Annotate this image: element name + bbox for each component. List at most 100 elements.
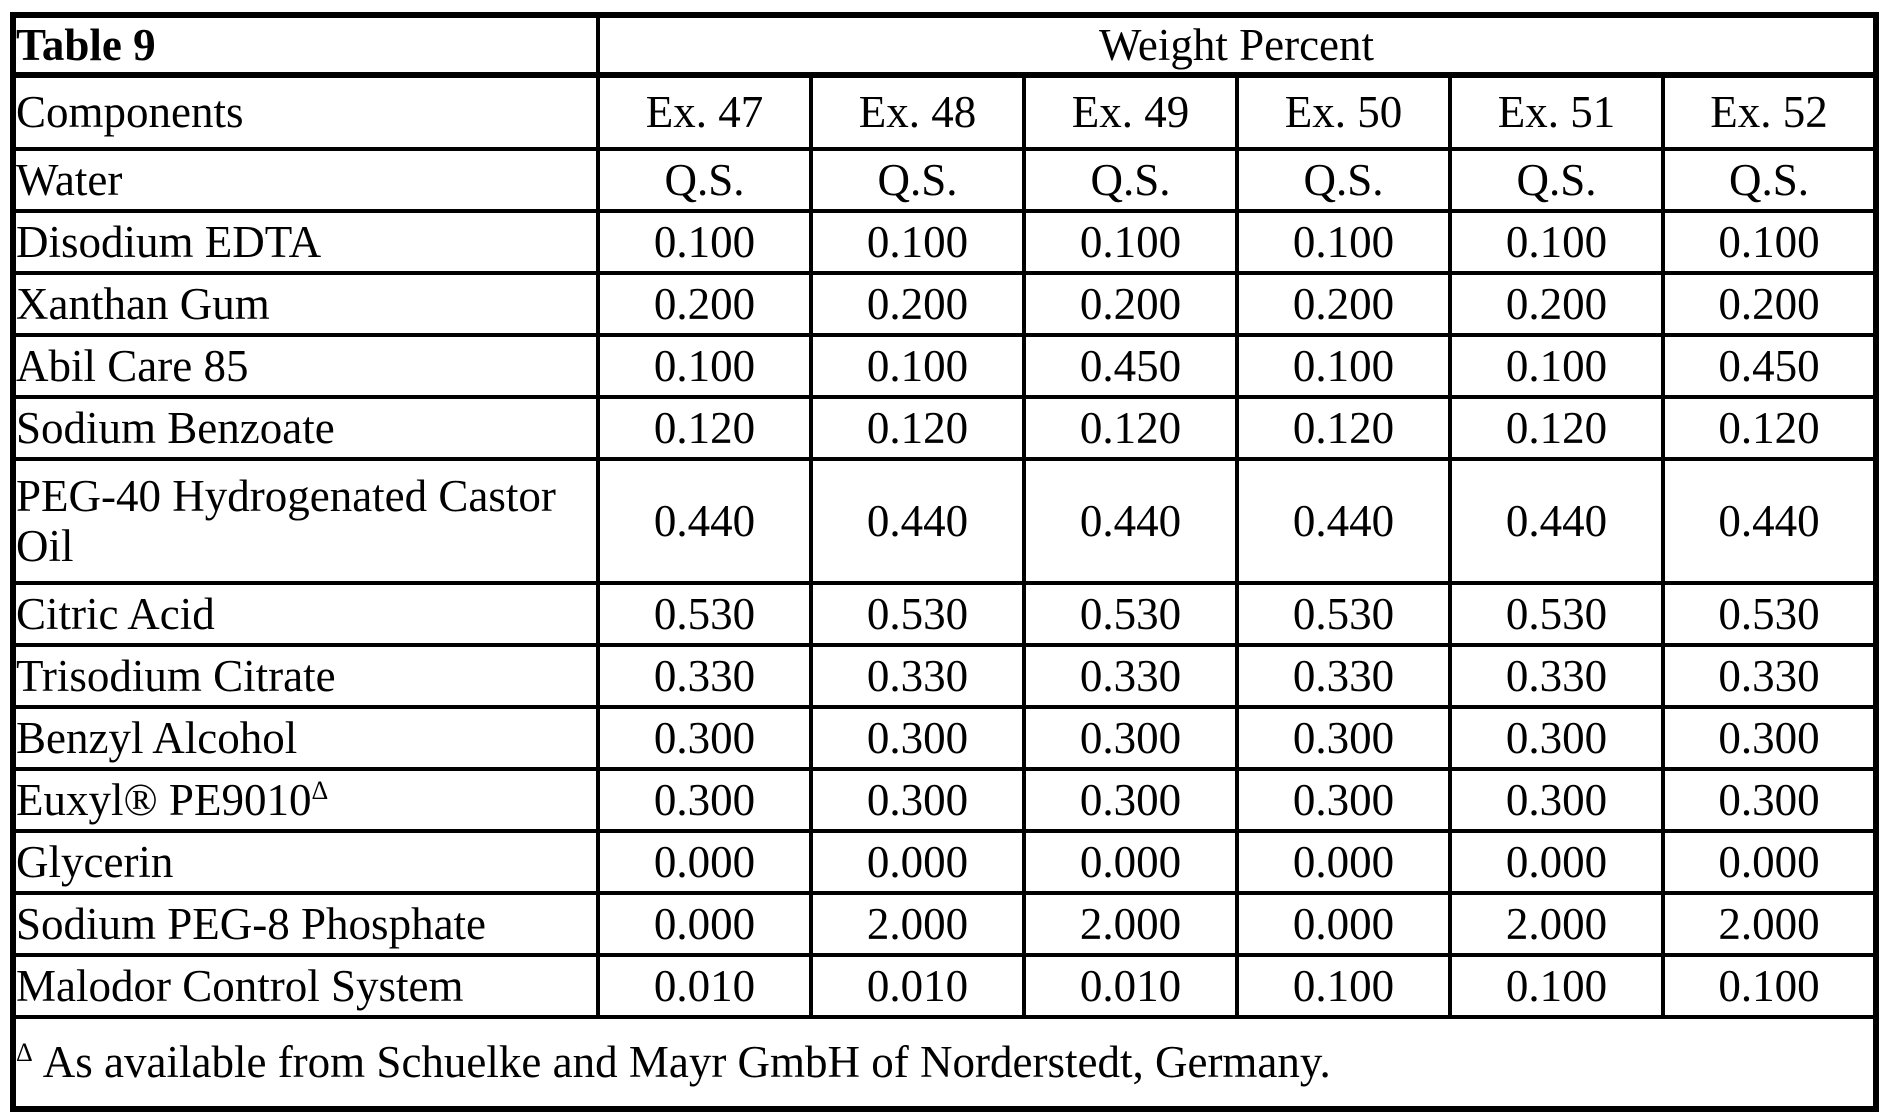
value-cell: 0.200 [1660,271,1879,337]
component-cell: Disodium EDTA [11,209,600,275]
value-cell: 0.300 [1235,705,1452,771]
table-row-sodium-benzoate: Sodium Benzoate 0.120 0.120 0.120 0.120 … [11,395,1879,461]
component-cell: Malodor Control System [11,953,600,1019]
value-cell: 0.100 [1448,953,1665,1019]
component-cell: Glycerin [11,829,600,895]
value-cell: 0.330 [1660,643,1879,709]
footnote-marker: Δ [16,1038,33,1068]
value-cell: Q.S. [1448,147,1665,213]
value-cell: 0.120 [596,395,813,461]
table-row-disodium-edta: Disodium EDTA 0.100 0.100 0.100 0.100 0.… [11,209,1879,275]
value-cell: 0.100 [596,333,813,399]
value-cell: 0.000 [1022,829,1239,895]
weight-percent-header: Weight Percent [595,13,1879,78]
table-row-euxyl-pe9010: Euxyl® PE9010Δ 0.300 0.300 0.300 0.300 0… [11,767,1879,833]
value-cell: 0.100 [1235,333,1452,399]
component-cell: Abil Care 85 [11,333,600,399]
value-cell: 0.440 [596,457,813,585]
value-cell: 0.100 [1235,209,1452,275]
value-cell: 0.100 [1448,333,1665,399]
component-cell: Trisodium Citrate [11,643,600,709]
value-cell: 0.100 [809,333,1026,399]
value-cell: 0.120 [809,395,1026,461]
value-cell: 0.200 [596,271,813,337]
value-cell: 0.120 [1448,395,1665,461]
footnote-reference-marker: Δ [311,775,329,805]
component-label: Euxyl® PE9010 [16,774,312,825]
components-header: Components [11,73,600,151]
value-cell: 0.530 [596,581,813,647]
value-cell: 0.100 [1235,953,1452,1019]
value-cell: 0.440 [1448,457,1665,585]
table-title: Table 9 [11,13,600,78]
table-row-malodor-control-system: Malodor Control System 0.010 0.010 0.010… [11,953,1879,1019]
value-cell: 0.440 [1235,457,1452,585]
value-cell: 0.300 [809,767,1026,833]
value-cell: 0.530 [1448,581,1665,647]
component-cell: Benzyl Alcohol [11,705,600,771]
value-cell: 2.000 [809,891,1026,957]
value-cell: 0.330 [1448,643,1665,709]
value-cell: 0.200 [1448,271,1665,337]
component-cell: Xanthan Gum [11,271,600,337]
table-row-peg40-castor-oil: PEG-40 Hydrogenated Castor Oil 0.440 0.4… [11,457,1879,585]
value-cell: 0.530 [1235,581,1452,647]
value-cell: 0.300 [596,705,813,771]
value-cell: 0.120 [1022,395,1239,461]
value-cell: 2.000 [1448,891,1665,957]
value-cell: 0.010 [809,953,1026,1019]
value-cell: 0.000 [1235,829,1452,895]
column-header-ex48: Ex. 48 [809,73,1026,151]
column-header-ex49: Ex. 49 [1022,73,1239,151]
value-cell: 0.330 [1022,643,1239,709]
component-cell: Sodium Benzoate [11,395,600,461]
column-header-row: Components Ex. 47 Ex. 48 Ex. 49 Ex. 50 E… [11,73,1879,151]
component-cell: Euxyl® PE9010Δ [11,767,600,833]
value-cell: Q.S. [1235,147,1452,213]
value-cell: 0.200 [1022,271,1239,337]
value-cell: 0.530 [809,581,1026,647]
value-cell: 0.300 [596,767,813,833]
value-cell: 0.330 [596,643,813,709]
value-cell: 0.300 [1235,767,1452,833]
value-cell: 0.300 [1448,767,1665,833]
value-cell: 0.200 [1235,271,1452,337]
value-cell: 0.100 [1448,209,1665,275]
table-row-sodium-peg8-phosphate: Sodium PEG-8 Phosphate 0.000 2.000 2.000… [11,891,1879,957]
table-row-citric-acid: Citric Acid 0.530 0.530 0.530 0.530 0.53… [11,581,1879,647]
value-cell: Q.S. [596,147,813,213]
value-cell: 0.300 [1448,705,1665,771]
component-cell: PEG-40 Hydrogenated Castor Oil [11,457,600,585]
value-cell: 0.100 [1660,209,1879,275]
footnote-row: Δ As available from Schuelke and Mayr Gmb… [10,1015,1879,1111]
table-row-trisodium-citrate: Trisodium Citrate 0.330 0.330 0.330 0.33… [11,643,1879,709]
value-cell: 0.000 [596,829,813,895]
value-cell: 0.100 [1022,209,1239,275]
value-cell: 0.010 [1022,953,1239,1019]
value-cell: 0.000 [1448,829,1665,895]
table-row-abil-care-85: Abil Care 85 0.100 0.100 0.450 0.100 0.1… [11,333,1879,399]
value-cell: 0.300 [1022,767,1239,833]
value-cell: 0.300 [1022,705,1239,771]
table-9: Table 9 Weight Percent Components Ex. 47… [10,12,1880,1112]
value-cell: 0.100 [596,209,813,275]
value-cell: 0.000 [1235,891,1452,957]
value-cell: 0.330 [809,643,1026,709]
value-cell: 0.000 [809,829,1026,895]
column-header-ex52: Ex. 52 [1660,73,1879,151]
value-cell: 0.200 [809,271,1026,337]
value-cell: Q.S. [809,147,1026,213]
value-cell: 0.450 [1660,333,1879,399]
component-cell: Citric Acid [11,581,600,647]
table-row-glycerin: Glycerin 0.000 0.000 0.000 0.000 0.000 0… [11,829,1879,895]
value-cell: 2.000 [1660,891,1879,957]
value-cell: 0.300 [1660,705,1879,771]
value-cell: 0.100 [809,209,1026,275]
value-cell: Q.S. [1660,147,1879,213]
table-row-water: Water Q.S. Q.S. Q.S. Q.S. Q.S. Q.S. [11,147,1879,213]
column-header-ex51: Ex. 51 [1448,73,1665,151]
component-cell: Water [11,147,600,213]
value-cell: 0.330 [1235,643,1452,709]
value-cell: 0.100 [1660,953,1879,1019]
